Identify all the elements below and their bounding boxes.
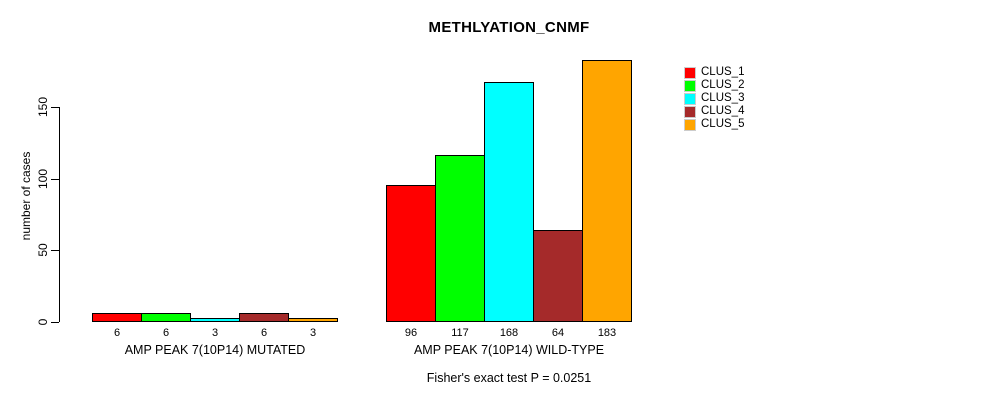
group-label: AMP PEAK 7(10P14) MUTATED: [124, 343, 306, 357]
legend-label-clus_2: CLUS_2: [701, 79, 745, 92]
bar-clus_3-group1: [190, 318, 240, 322]
y-tick-label: 0: [36, 318, 50, 325]
bar-clus_4-group1: [239, 313, 289, 322]
bar-value-label: 168: [499, 327, 519, 339]
bar-value-label: 117: [451, 327, 469, 339]
bar-value-label: 6: [260, 327, 268, 339]
legend-swatch-clus_4: [684, 106, 696, 119]
y-tick: [51, 107, 59, 108]
legend-swatch-clus_2: [684, 80, 696, 93]
group-label: AMP PEAK 7(10P14) WILD-TYPE: [413, 343, 605, 357]
legend-swatch-clus_1: [684, 67, 696, 79]
bar-clus_5-group2: [582, 60, 632, 322]
bar-value-label: 3: [211, 327, 219, 339]
bar-value-label: 96: [404, 327, 418, 339]
bar-value-label: 3: [309, 327, 317, 339]
bar-value-label: 6: [162, 327, 170, 339]
chart-title: METHLYATION_CNMF: [428, 19, 590, 36]
bar-clus_1-group2: [386, 185, 436, 322]
bar-clus_3-group2: [484, 82, 534, 322]
bar-clus_1-group1: [92, 313, 142, 322]
y-tick-label: 150: [36, 96, 50, 118]
fisher-test-annotation: Fisher's exact test P = 0.0251: [426, 371, 592, 385]
y-tick-label: 100: [36, 168, 50, 189]
legend-label-clus_4: CLUS_4: [701, 105, 745, 118]
y-tick-label: 50: [36, 243, 50, 257]
y-tick: [51, 250, 59, 251]
legend-label-clus_1: CLUS_1: [701, 66, 745, 78]
bar-value-label: 6: [113, 327, 121, 339]
y-tick: [51, 321, 59, 323]
bar-value-label: 183: [597, 327, 617, 339]
y-axis-line: [59, 107, 60, 322]
y-axis-title: number of cases: [19, 151, 33, 241]
legend-swatch-clus_3: [684, 93, 696, 106]
legend-swatch-clus_5: [684, 119, 696, 132]
bar-clus_2-group2: [435, 155, 485, 322]
bar-clus_2-group1: [141, 313, 191, 322]
legend-label-clus_5: CLUS_5: [701, 118, 745, 131]
bar-clus_5-group1: [288, 318, 338, 322]
bar-clus_4-group2: [533, 230, 583, 322]
bar-value-label: 64: [551, 327, 565, 339]
legend-label-clus_3: CLUS_3: [701, 92, 745, 105]
y-tick: [51, 178, 59, 180]
